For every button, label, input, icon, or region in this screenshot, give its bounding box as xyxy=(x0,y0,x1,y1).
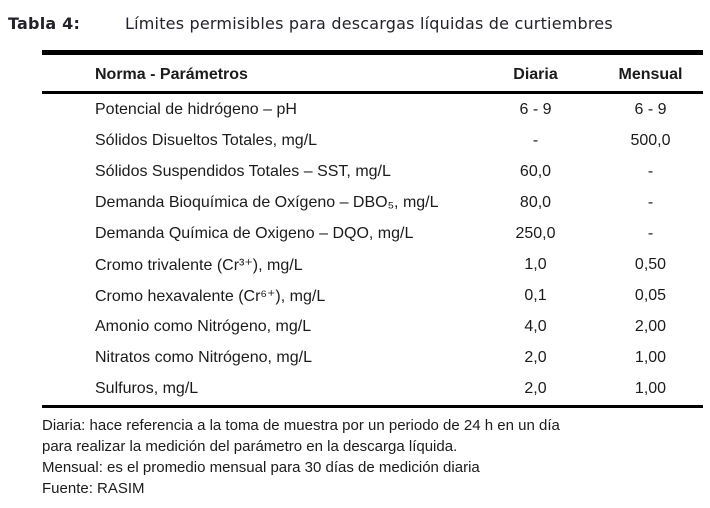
cell-daily-limit: 250,0 xyxy=(515,224,556,242)
cell-monthly-limit: 0,05 xyxy=(634,287,667,305)
cell-parameter: Nitratos como Nitrógeno, mg/L xyxy=(95,349,312,367)
cell-daily-limit: 60,0 xyxy=(519,162,552,180)
cell-daily-limit: 2,0 xyxy=(524,380,547,398)
table-notes: Diaria: hace referencia a la toma de mue… xyxy=(42,415,682,499)
table-row: Sólidos Disueltos Totales, mg/L - 500,0 xyxy=(42,125,703,156)
cell-daily-limit: 0,1 xyxy=(524,287,547,305)
cell-parameter: Potencial de hidrógeno – pH xyxy=(95,100,297,118)
table-caption: Tabla 4: Límites permisibles para descar… xyxy=(0,0,710,35)
cell-parameter: Demanda Bioquímica de Oxígeno – DBO₅, mg… xyxy=(95,193,439,211)
header-param: Norma - Parámetros xyxy=(95,65,248,83)
cell-parameter: Cromo hexavalente (Cr⁶⁺), mg/L xyxy=(95,288,326,306)
cell-parameter: Sulfuros, mg/L xyxy=(95,380,199,398)
limits-table: Norma - Parámetros Diaria Mensual Potenc… xyxy=(42,50,703,408)
cell-parameter: Sólidos Suspendidos Totales – SST, mg/L xyxy=(95,162,391,180)
cell-daily-limit: 2,0 xyxy=(524,349,547,367)
note-line: Mensual: es el promedio mensual para 30 … xyxy=(42,458,480,476)
note-line: para realizar la medición del parámetro … xyxy=(42,437,458,455)
table-row: Nitratos como Nitrógeno, mg/L 2,0 1,00 xyxy=(42,343,703,374)
cell-parameter: Sólidos Disueltos Totales, mg/L xyxy=(95,131,318,149)
table-header-row: Norma - Parámetros Diaria Mensual xyxy=(42,55,703,94)
cell-daily-limit: 80,0 xyxy=(519,193,552,211)
table-row: Demanda Química de Oxigeno – DQO, mg/L 2… xyxy=(42,218,703,249)
cell-daily-limit: - xyxy=(532,131,539,149)
table-body: Potencial de hidrógeno – pH 6 - 9 6 - 9 … xyxy=(42,94,703,408)
cell-daily-limit: 6 - 9 xyxy=(519,100,552,118)
cell-daily-limit: 4,0 xyxy=(524,318,547,336)
cell-monthly-limit: 2,00 xyxy=(634,318,667,336)
table-row: Sulfuros, mg/L 2,0 1,00 xyxy=(42,374,703,405)
cell-monthly-limit: - xyxy=(647,224,654,242)
cell-parameter: Amonio como Nitrógeno, mg/L xyxy=(95,318,312,336)
table-row: Cromo trivalente (Cr³⁺), mg/L 1,0 0,50 xyxy=(42,249,703,280)
cell-monthly-limit: - xyxy=(647,162,654,180)
cell-daily-limit: 1,0 xyxy=(524,256,547,274)
header-mensual: Mensual xyxy=(618,65,683,83)
table-caption-label: Tabla 4: xyxy=(8,14,81,33)
table-caption-title: Límites permisibles para descargas líqui… xyxy=(125,14,613,33)
cell-monthly-limit: 1,00 xyxy=(634,380,667,398)
table-row: Potencial de hidrógeno – pH 6 - 9 6 - 9 xyxy=(42,94,703,125)
header-diaria: Diaria xyxy=(513,65,558,83)
table-row: Cromo hexavalente (Cr⁶⁺), mg/L 0,1 0,05 xyxy=(42,281,703,312)
cell-parameter: Demanda Química de Oxigeno – DQO, mg/L xyxy=(95,224,414,242)
cell-monthly-limit: 500,0 xyxy=(630,131,671,149)
table-row: Sólidos Suspendidos Totales – SST, mg/L … xyxy=(42,156,703,187)
note-line: Fuente: RASIM xyxy=(42,479,145,497)
note-line: Diaria: hace referencia a la toma de mue… xyxy=(42,416,560,434)
table-row: Amonio como Nitrógeno, mg/L 4,0 2,00 xyxy=(42,312,703,343)
cell-monthly-limit: 0,50 xyxy=(634,256,667,274)
cell-monthly-limit: 1,00 xyxy=(634,349,667,367)
cell-parameter: Cromo trivalente (Cr³⁺), mg/L xyxy=(95,257,303,275)
table-row: Demanda Bioquímica de Oxígeno – DBO₅, mg… xyxy=(42,187,703,218)
cell-monthly-limit: - xyxy=(647,193,654,211)
cell-monthly-limit: 6 - 9 xyxy=(634,100,667,118)
